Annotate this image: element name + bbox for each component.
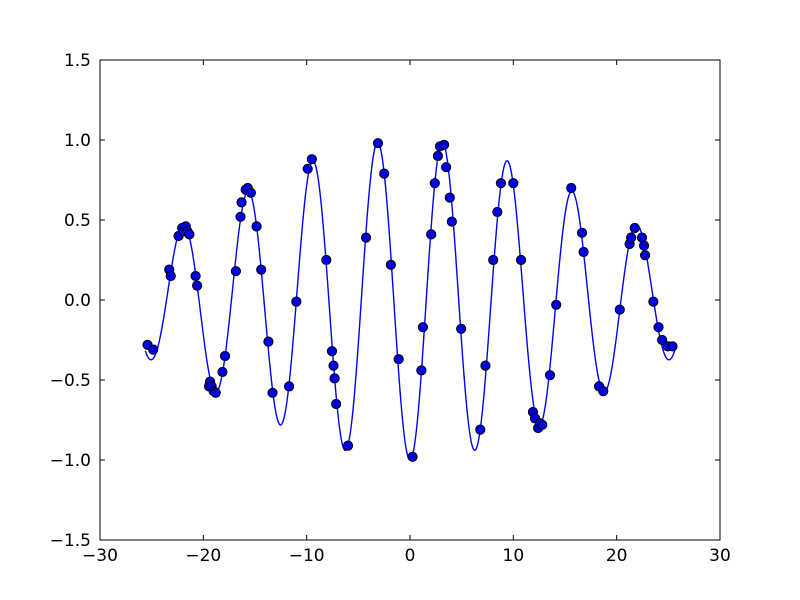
data-point: [385, 259, 396, 270]
data-point: [429, 178, 440, 189]
data-point: [291, 296, 302, 307]
data-point: [544, 370, 556, 381]
data-point: [306, 154, 317, 165]
data-point: [184, 229, 195, 240]
data-point: [342, 440, 354, 451]
data-point: [492, 206, 503, 218]
data-point: [508, 178, 519, 189]
data-point: [426, 229, 437, 240]
data-point: [551, 299, 562, 310]
data-point: [629, 222, 640, 234]
data-point: [321, 254, 332, 266]
data-point: [360, 232, 372, 243]
data-point: [284, 381, 295, 392]
x-tick-label: −20: [185, 546, 221, 566]
data-point: [407, 451, 418, 462]
data-point: [210, 387, 221, 398]
data-point: [598, 386, 609, 397]
data-point: [148, 344, 159, 355]
data-point: [331, 398, 342, 410]
data-point: [648, 296, 659, 307]
data-point: [379, 168, 390, 179]
x-tick-label: 20: [606, 546, 628, 566]
data-point: [219, 350, 231, 362]
data-point: [578, 246, 589, 258]
x-tick-label: 0: [405, 546, 416, 566]
data-point: [393, 354, 404, 365]
data-point: [626, 232, 637, 243]
data-point: [251, 221, 262, 232]
y-tick-label: −1.5: [50, 531, 91, 551]
data-point: [667, 341, 678, 352]
y-tick-label: 0.5: [64, 211, 91, 231]
data-point: [190, 270, 201, 282]
data-point: [639, 250, 651, 261]
data-point: [614, 304, 625, 315]
data-point: [236, 197, 247, 208]
y-tick-label: 1.0: [64, 131, 91, 151]
data-point: [326, 346, 338, 357]
data-point: [439, 139, 450, 150]
y-tick-label: −0.5: [50, 371, 91, 391]
data-point: [417, 322, 429, 333]
data-point: [192, 280, 203, 291]
x-tick-label: 10: [503, 546, 525, 566]
data-point: [475, 424, 486, 435]
data-point: [653, 322, 664, 333]
data-point: [263, 336, 274, 347]
x-tick-label: −30: [82, 546, 118, 566]
data-point: [441, 162, 452, 173]
data-point: [657, 334, 668, 346]
data-point: [267, 387, 278, 398]
data-point: [444, 192, 455, 203]
data-point: [245, 187, 256, 198]
data-point: [576, 227, 588, 238]
x-tick-label: 30: [709, 546, 731, 566]
data-point: [566, 182, 577, 194]
data-point: [328, 360, 339, 371]
data-point: [537, 419, 548, 430]
data-point: [230, 266, 241, 277]
x-tick-label: −10: [289, 546, 325, 566]
data-point: [372, 138, 384, 149]
data-point: [302, 163, 313, 174]
data-point: [495, 178, 507, 189]
data-point: [456, 323, 467, 334]
data-point: [446, 216, 457, 227]
y-tick-label: 0.0: [64, 291, 91, 311]
data-point: [638, 240, 650, 251]
data-point: [432, 150, 443, 162]
data-point: [488, 254, 499, 266]
data-point: [416, 365, 427, 376]
data-point: [165, 270, 176, 282]
data-point: [235, 211, 246, 222]
data-point: [515, 254, 527, 266]
data-point: [217, 366, 228, 378]
axes-frame: [99, 59, 721, 541]
data-point: [256, 264, 267, 275]
data-point: [480, 360, 491, 371]
y-tick-label: −1.0: [50, 451, 91, 471]
y-tick-label: 1.5: [64, 51, 91, 71]
data-point: [329, 373, 340, 384]
